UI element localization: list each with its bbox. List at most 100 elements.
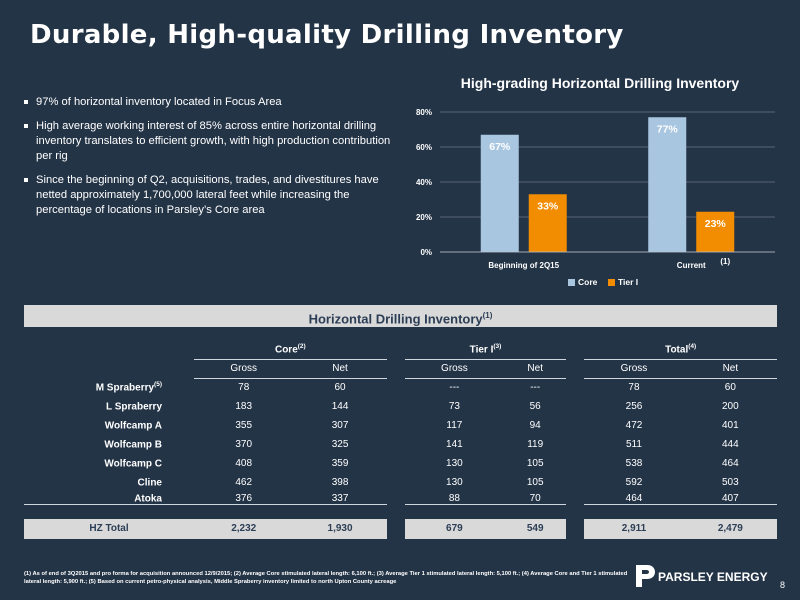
table-cell: 370	[235, 439, 253, 450]
group-header: Tier I(3)	[404, 340, 567, 360]
table-cell: 444	[722, 439, 739, 450]
row-label: Wolfcamp C	[24, 454, 194, 473]
y-tick-label: 40%	[416, 178, 432, 187]
table-cell: 130	[446, 477, 463, 488]
table-cell: 70	[504, 492, 567, 506]
row-label-text: Wolfcamp B	[104, 439, 162, 451]
row-label: Wolfcamp B	[24, 435, 194, 454]
x-tick-sup: (1)	[720, 257, 730, 266]
table-row: L Spraberry 183 144 73 56 256 200	[24, 397, 777, 416]
data-label: 77%	[657, 123, 679, 135]
bullet-item: High average working interest of 85% acr…	[24, 119, 394, 164]
column-gap	[566, 340, 584, 359]
column-gap	[387, 435, 405, 454]
row-label: Cline	[24, 473, 194, 492]
table-cell: 376	[194, 492, 294, 506]
table-cell: 464	[722, 458, 739, 469]
bar-core	[480, 134, 519, 252]
table-cell: 538	[625, 458, 643, 469]
bar-tier-i	[528, 194, 567, 252]
legend-swatch	[568, 279, 575, 286]
column-gap	[387, 492, 405, 505]
table-cell: 464	[584, 492, 684, 506]
table-cell: 78	[628, 382, 640, 394]
table-cell: 359	[331, 458, 349, 469]
column-gap	[387, 359, 405, 378]
table-cell: 105	[526, 458, 544, 469]
column-gap	[566, 359, 584, 378]
table-cell: 73	[448, 401, 460, 412]
chart-title: High-grading Horizontal Drilling Invento…	[460, 75, 740, 91]
total-cell: 2,911	[584, 518, 684, 539]
table-banner-title: Horizontal Drilling Inventory	[308, 311, 483, 327]
total-cell: 549	[504, 518, 567, 539]
data-label: 67%	[489, 141, 511, 153]
table-cell: 144	[331, 401, 349, 412]
table-cell: 472	[625, 420, 643, 431]
spacer-cell	[24, 505, 777, 519]
table-cell: 256	[625, 401, 643, 412]
table-cell: ---	[449, 382, 460, 394]
table-banner-sup: (1)	[482, 311, 493, 320]
table-cell: 307	[331, 420, 349, 431]
group-header-label: Core	[274, 344, 298, 356]
bullet-item: Since the beginning of Q2, acquisitions,…	[24, 173, 394, 218]
column-header: Gross	[404, 359, 505, 379]
page-number: 8	[780, 580, 786, 590]
group-header-sup: (3)	[493, 343, 502, 351]
group-header-sup: (2)	[297, 343, 306, 351]
inventory-table: Core(2) Tier I(3) Total(4) Gross Net Gross Net…	[24, 340, 777, 539]
bullet-list: 97% of horizontal inventory located in F…	[24, 95, 394, 227]
table-row: M Spraberry(5) 78 60 --- --- 78 60	[24, 378, 777, 397]
table-cell: 200	[722, 401, 739, 412]
column-header: Gross	[584, 359, 684, 379]
legend-label: Tier I	[618, 277, 638, 287]
row-label-text: Cline	[137, 477, 162, 489]
bar-chart: 0% 20% 40% 60% 80% 67% 33% Beginning of 2Q15 77%…	[416, 108, 775, 287]
parsley-logo-icon	[636, 565, 655, 587]
column-header: Net	[504, 359, 567, 379]
row-label: Atoka	[24, 492, 194, 506]
header-blank	[24, 340, 194, 359]
table-cell: 105	[526, 477, 544, 488]
group-header-row: Core(2) Tier I(3) Total(4)	[24, 340, 777, 360]
table-cell: 141	[446, 439, 463, 450]
bullet-item: 97% of horizontal inventory located in F…	[24, 95, 394, 110]
legend-label: Core	[578, 277, 598, 287]
table-cell: 592	[625, 477, 643, 488]
table-row: Wolfcamp B 370 325 141 119 511 444	[24, 435, 777, 454]
total-cell: 2,232	[194, 518, 294, 539]
row-label-text: Atoka	[134, 493, 162, 505]
table-cell: 94	[529, 420, 541, 431]
total-cell: 2,479	[683, 518, 777, 539]
group-header-label: Total	[665, 344, 689, 356]
total-cell: 1,930	[293, 518, 387, 539]
table-cell: 407	[683, 492, 777, 506]
column-gap	[387, 397, 405, 416]
column-gap	[387, 473, 405, 492]
spacer-row	[24, 505, 777, 519]
table-cell: 119	[527, 439, 544, 450]
group-header: Total(4)	[584, 340, 777, 360]
table-row: Wolfcamp A 355 307 117 94 472 401	[24, 416, 777, 435]
data-label: 33%	[537, 200, 559, 212]
brand-name: PARSLEY ENERGY	[658, 570, 768, 584]
column-gap	[566, 473, 584, 492]
footnote: (1) As of end of 3Q2015 and pro forma fo…	[24, 571, 628, 585]
table-cell: 88	[404, 492, 505, 506]
row-label: L Spraberry	[24, 397, 194, 416]
group-header-label: Tier I	[469, 344, 494, 356]
table-cell: 503	[722, 477, 739, 488]
table-cell: ---	[530, 382, 541, 394]
table-cell: 401	[722, 420, 739, 431]
table-banner: Horizontal Drilling Inventory(1)	[24, 305, 777, 327]
column-header: Net	[683, 359, 777, 379]
column-gap	[387, 340, 405, 359]
total-row: HZ Total 2,232 1,930 679 549 2,911 2,479	[24, 518, 777, 539]
table-row: Wolfcamp C 408 359 130 105 538 464	[24, 454, 777, 473]
total-label: HZ Total	[24, 518, 194, 539]
table-cell: 56	[529, 401, 541, 412]
data-label: 23%	[705, 218, 727, 230]
row-label-text: Wolfcamp A	[104, 420, 162, 432]
column-gap	[566, 435, 584, 454]
